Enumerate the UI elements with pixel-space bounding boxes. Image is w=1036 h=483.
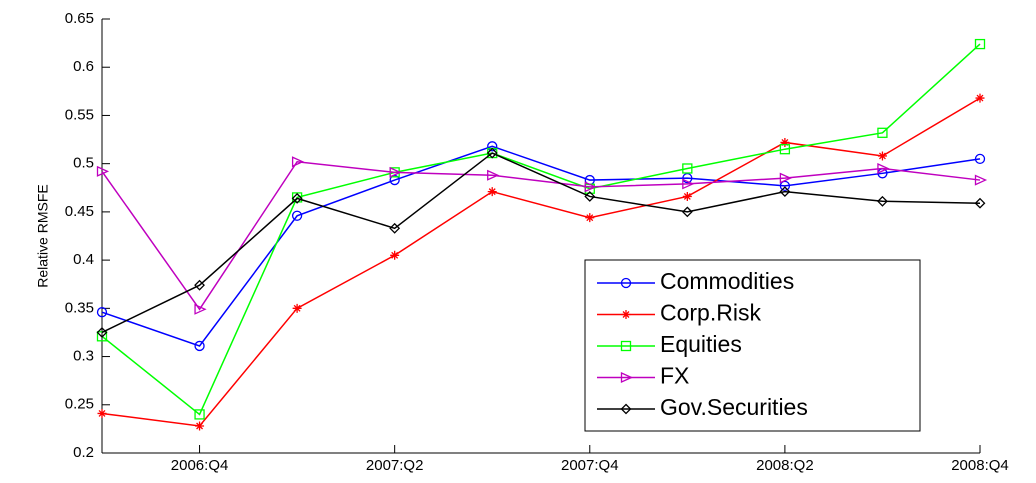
series-line <box>101 43 981 416</box>
point <box>584 181 597 193</box>
point <box>585 213 595 223</box>
legend-marker <box>620 371 634 384</box>
y-tick-label: 0.4 <box>73 251 94 268</box>
x-tick-label: 2007:Q4 <box>561 457 619 474</box>
point <box>779 180 791 191</box>
point <box>682 163 693 174</box>
point <box>975 93 985 103</box>
point <box>681 206 693 218</box>
y-tick-label: 0.35 <box>65 299 94 316</box>
series-line <box>101 152 981 334</box>
point <box>97 408 107 418</box>
point <box>389 166 402 178</box>
x-tick-label: 2007:Q2 <box>366 457 424 474</box>
point <box>194 409 205 420</box>
point <box>779 144 791 155</box>
point <box>291 192 303 204</box>
point <box>877 195 888 207</box>
legend-marker <box>620 340 632 352</box>
y-tick-label: 0.5 <box>73 155 94 172</box>
point <box>96 307 108 318</box>
point <box>974 197 986 209</box>
legend-marker <box>620 403 632 415</box>
point <box>291 156 305 168</box>
y-tick-label: 0.3 <box>73 348 94 365</box>
y-tick-label: 0.55 <box>65 106 94 123</box>
legend-label: Commodities <box>660 268 794 294</box>
point <box>292 303 302 313</box>
x-tick-label: 2008:Q4 <box>951 457 1009 474</box>
y-tick-label: 0.45 <box>65 203 94 220</box>
legend-label: Gov.Securities <box>660 394 808 420</box>
point <box>974 153 986 164</box>
point <box>390 250 400 260</box>
point <box>487 141 498 152</box>
series-line <box>101 160 981 311</box>
x-tick-label: 2008:Q2 <box>756 457 814 474</box>
series-line <box>101 97 981 427</box>
legend-label: Corp.Risk <box>660 300 761 326</box>
point <box>584 191 596 202</box>
point <box>389 174 400 186</box>
point <box>389 222 401 234</box>
x-tick-label: 2006:Q4 <box>171 457 229 474</box>
y-tick-label: 0.65 <box>65 10 94 27</box>
point <box>291 192 303 203</box>
point <box>682 191 692 201</box>
y-axis-label: Relative RMSFE <box>35 184 51 287</box>
point <box>779 172 792 184</box>
point <box>974 174 988 186</box>
point <box>487 187 497 197</box>
point <box>877 151 887 161</box>
point <box>96 165 110 177</box>
point <box>974 38 986 50</box>
point <box>291 210 303 221</box>
y-tick-label: 0.25 <box>65 396 94 413</box>
legend-marker <box>621 310 631 319</box>
point <box>194 279 205 291</box>
legend-label: Equities <box>660 331 742 357</box>
point <box>487 169 500 181</box>
point <box>877 162 890 174</box>
point <box>486 147 498 159</box>
series <box>96 147 986 338</box>
y-tick-label: 0.6 <box>73 58 94 75</box>
series <box>97 93 985 431</box>
legend: Commodities Corp.Risk Equities FX Gov.Securi… <box>584 259 921 432</box>
legend-marker <box>620 277 632 289</box>
legend-label: FX <box>660 363 689 389</box>
point <box>194 340 205 352</box>
series <box>96 156 988 315</box>
point <box>96 327 108 338</box>
point <box>779 186 791 198</box>
point <box>877 127 888 138</box>
y-tick-label: 0.2 <box>73 444 94 461</box>
point <box>682 178 695 190</box>
series-line <box>101 145 981 347</box>
point <box>195 421 205 431</box>
point <box>194 303 207 315</box>
point <box>780 137 790 147</box>
